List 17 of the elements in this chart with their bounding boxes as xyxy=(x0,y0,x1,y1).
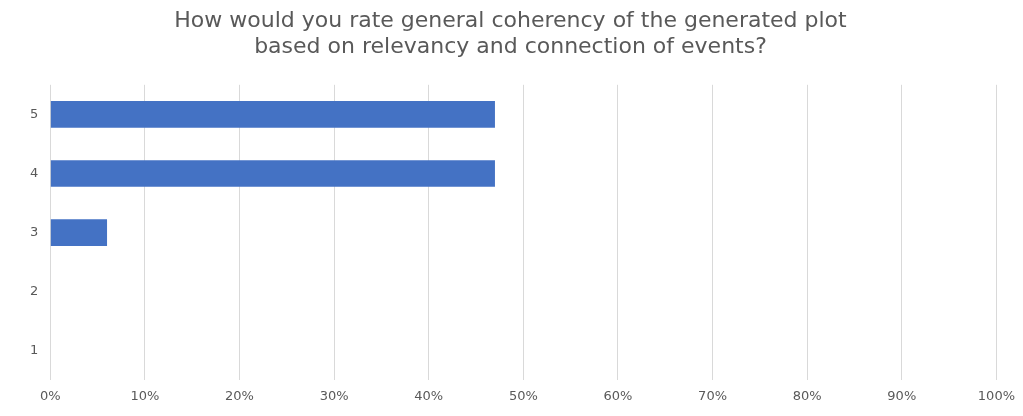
x-tick-label: 60% xyxy=(603,387,633,403)
y-tick-label: 1 xyxy=(29,342,39,358)
x-tick-label: 90% xyxy=(887,387,917,403)
x-tick-label: 70% xyxy=(698,387,728,403)
x-tick-label: 50% xyxy=(508,387,538,403)
x-tick-label: 40% xyxy=(414,387,444,403)
y-tick-label: 3 xyxy=(29,223,39,239)
x-tick-label: 0% xyxy=(39,387,61,403)
x-tick-label: 30% xyxy=(319,387,349,403)
y-tick-label: 2 xyxy=(29,283,39,299)
x-tick-label: 20% xyxy=(225,387,254,403)
y-tick-label: 5 xyxy=(29,105,39,121)
y-tick-label: 4 xyxy=(29,164,39,180)
x-tick-label: 100% xyxy=(977,387,1015,403)
x-tick-label: 10% xyxy=(130,387,160,403)
chart-title: How would you rate general coherency of the generated plot based on relevancy and connection of events? xyxy=(174,6,848,59)
x-tick-label: 80% xyxy=(792,387,822,403)
